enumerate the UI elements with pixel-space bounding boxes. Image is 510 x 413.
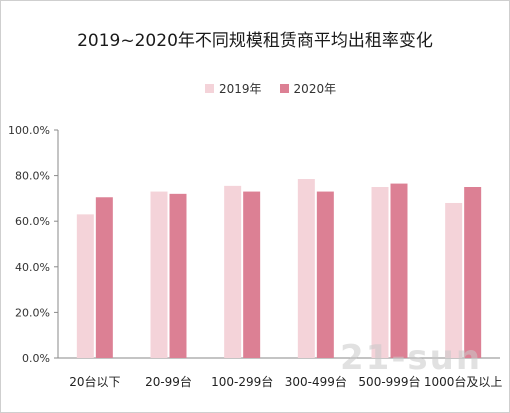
legend-label-2019: 2019年 xyxy=(219,82,262,96)
legend-item-2019: 2019年 xyxy=(205,80,262,97)
y-tick-label: 20.0% xyxy=(15,306,50,319)
x-tick-label: 20-99台 xyxy=(145,374,192,389)
chart-title: 2019~2020年不同规模租赁商平均出租率变化 xyxy=(77,31,433,51)
x-tick-label: 300-499台 xyxy=(285,374,347,389)
x-tick-label: 100-299台 xyxy=(211,374,273,389)
bar-2020年-20-99台 xyxy=(169,193,187,358)
chart-legend: 2019年 2020年 xyxy=(205,80,354,97)
bar-2020年-1000台及以上 xyxy=(464,187,482,358)
y-tick-label: 40.0% xyxy=(15,261,50,274)
x-tick-label: 20台以下 xyxy=(69,374,120,389)
x-tick-label: 500-999台 xyxy=(358,374,420,389)
bar-2020年-100-299台 xyxy=(243,191,261,358)
bar-2019年-500-999台 xyxy=(371,187,389,358)
legend-label-2020: 2020年 xyxy=(293,82,337,96)
watermark-logo: 21-sun xyxy=(340,338,483,378)
legend-swatch-2019 xyxy=(205,84,214,93)
bar-2019年-1000台及以上 xyxy=(445,202,463,358)
bar-2019年-20-99台 xyxy=(150,191,168,358)
bar-2019年-20台以下 xyxy=(76,214,94,358)
bar-2020年-20台以下 xyxy=(95,197,113,358)
y-tick-label: 100.0% xyxy=(8,124,50,137)
bar-2020年-500-999台 xyxy=(390,183,408,358)
legend-swatch-2020 xyxy=(279,84,289,93)
x-tick-label: 1000台及以上 xyxy=(424,374,503,389)
y-tick-label: 0.0% xyxy=(22,352,50,365)
legend-item-2020: 2020年 xyxy=(279,80,337,97)
bar-2020年-300-499台 xyxy=(316,191,334,358)
bar-2019年-100-299台 xyxy=(224,185,242,358)
y-tick-label: 80.0% xyxy=(15,170,50,183)
bar-2019年-300-499台 xyxy=(297,179,315,358)
y-tick-label: 60.0% xyxy=(15,215,50,228)
